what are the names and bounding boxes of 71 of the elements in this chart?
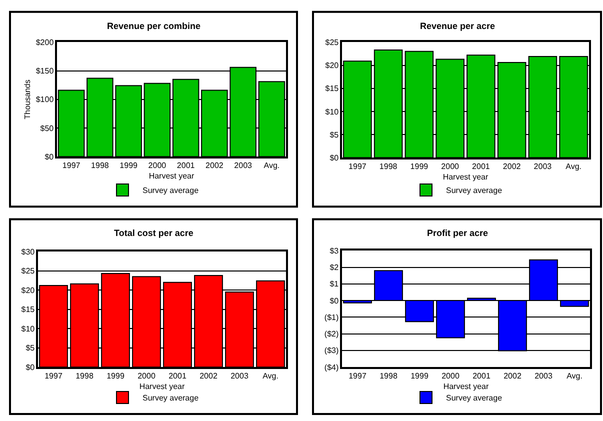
legend-label: Survey average xyxy=(142,394,200,403)
chart-title: Profit per acre xyxy=(427,228,488,238)
chart-title: Revenue per combine xyxy=(107,21,201,31)
y-tick-label: ($1) xyxy=(324,312,339,322)
y-tick-label: $150 xyxy=(36,66,54,76)
chart-title: Revenue per acre xyxy=(420,21,496,31)
y-tick-label: $25 xyxy=(21,266,36,276)
x-tick-label: Avg. xyxy=(566,162,582,171)
x-tick-label: 2003 xyxy=(230,371,249,380)
y-tick-label: $0 xyxy=(26,362,36,372)
y-tick-label: $5 xyxy=(26,344,36,353)
y-tick-label: ($3) xyxy=(324,346,339,356)
x-axis-title: Harvest year xyxy=(139,382,186,392)
y-tick-label: $2 xyxy=(330,263,340,272)
y-tick-label: $30 xyxy=(21,247,36,256)
y-tick-label: ($2) xyxy=(324,330,339,339)
x-tick-label: 2002 xyxy=(206,161,224,170)
y-tick-label: $0 xyxy=(330,153,340,162)
x-tick-label: 2002 xyxy=(504,371,522,380)
x-tick-label: 2002 xyxy=(502,162,522,171)
x-tick-label: 1998 xyxy=(380,371,398,380)
x-axis-title: Harvest year xyxy=(442,172,489,182)
y-tick-label: $1 xyxy=(330,280,340,289)
x-tick-label: 2001 xyxy=(176,161,196,170)
legend-label: Survey average xyxy=(446,186,503,196)
x-tick-label: 1998 xyxy=(76,371,94,380)
x-tick-label: 2000 xyxy=(138,371,156,380)
y-tick-label: $15 xyxy=(325,84,340,94)
x-tick-label: 2003 xyxy=(534,371,553,380)
x-tick-label: 2000 xyxy=(148,161,167,170)
x-tick-label: 2002 xyxy=(200,371,218,380)
x-tick-label: 2001 xyxy=(472,162,490,171)
x-tick-label: 1997 xyxy=(348,371,367,380)
x-tick-label: 2001 xyxy=(472,371,491,380)
x-tick-label: 1999 xyxy=(410,162,429,171)
x-tick-label: 1997 xyxy=(62,161,81,170)
x-tick-label: Avg. xyxy=(262,371,278,380)
x-axis-title: Harvest year xyxy=(443,382,490,392)
x-tick-label: Avg. xyxy=(566,371,582,380)
legend-label: Survey average xyxy=(142,186,200,196)
x-tick-label: 1998 xyxy=(379,162,398,171)
y-tick-label: $20 xyxy=(21,286,36,295)
x-tick-label: 1999 xyxy=(410,371,429,380)
legend-label: Survey average xyxy=(446,394,503,403)
x-tick-label: 2001 xyxy=(168,371,187,380)
y-tick-label: ($4) xyxy=(324,362,339,372)
y-tick-label: $10 xyxy=(325,107,340,116)
y-tick-label: $0 xyxy=(330,296,340,306)
y-tick-label: $25 xyxy=(325,38,340,47)
x-tick-label: 1998 xyxy=(91,161,110,170)
x-tick-label: 1999 xyxy=(120,161,138,170)
x-tick-label: 2000 xyxy=(442,371,460,380)
x-tick-label: 2003 xyxy=(534,162,552,171)
x-tick-label: 1999 xyxy=(106,371,125,380)
x-axis-title: Harvest year xyxy=(148,172,195,181)
y-tick-label: $100 xyxy=(36,95,54,104)
y-tick-label: $5 xyxy=(330,130,340,140)
y-axis-title: Thousands xyxy=(23,80,32,120)
x-tick-label: Avg. xyxy=(264,161,280,170)
y-tick-label: $3 xyxy=(330,246,340,256)
y-tick-label: $10 xyxy=(21,324,36,334)
y-tick-label: $20 xyxy=(325,61,340,70)
x-tick-label: 1997 xyxy=(44,371,63,380)
chart-title: Total cost per acre xyxy=(114,228,194,238)
y-tick-label: $50 xyxy=(40,124,54,133)
y-tick-label: $0 xyxy=(44,152,54,162)
x-tick-label: 2003 xyxy=(234,161,253,170)
y-tick-label: $15 xyxy=(21,305,36,314)
x-tick-label: 1997 xyxy=(348,162,367,171)
x-tick-label: 2000 xyxy=(441,162,460,171)
y-tick-label: $200 xyxy=(36,38,54,47)
